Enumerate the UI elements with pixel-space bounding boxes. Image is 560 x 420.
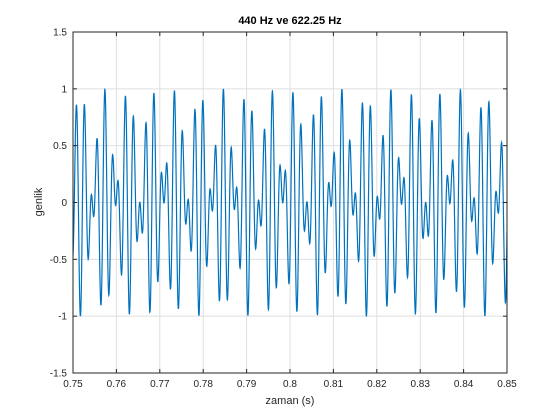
- x-tick-label: 0.75: [63, 379, 83, 390]
- y-axis-label: genlik: [33, 187, 45, 216]
- y-tick-label: 0.5: [53, 141, 67, 152]
- x-tick-label: 0.81: [324, 379, 344, 390]
- y-tick-label: 1.5: [53, 28, 67, 39]
- series-layer: [73, 87, 507, 317]
- axis-ticks: 0.75 0.76 0.77 0.78 0.79 0.8 0.81 0.82 0.83 0.84 0…: [50, 28, 517, 391]
- x-tick-label: 0.79: [237, 379, 257, 390]
- y-tick-label: -1.5: [50, 369, 68, 380]
- x-tick-label: 0.78: [193, 379, 213, 390]
- y-tick-label: -1: [58, 312, 67, 323]
- x-tick-label: 0.82: [367, 379, 387, 390]
- y-tick-label: -0.5: [50, 255, 68, 266]
- y-tick-label: 0: [61, 198, 67, 209]
- x-tick-label: 0.83: [410, 379, 430, 390]
- x-tick-label: 0.84: [454, 379, 474, 390]
- chart-title: 440 Hz ve 622.25 Hz: [238, 15, 342, 27]
- x-axis-label: zaman (s): [266, 395, 315, 407]
- x-tick-label: 0.76: [107, 379, 127, 390]
- x-tick-label: 0.77: [150, 379, 170, 390]
- x-tick-label: 0.8: [283, 379, 297, 390]
- y-tick-label: 1: [61, 84, 67, 95]
- series-line: [73, 87, 507, 317]
- x-tick-label: 0.85: [497, 379, 517, 390]
